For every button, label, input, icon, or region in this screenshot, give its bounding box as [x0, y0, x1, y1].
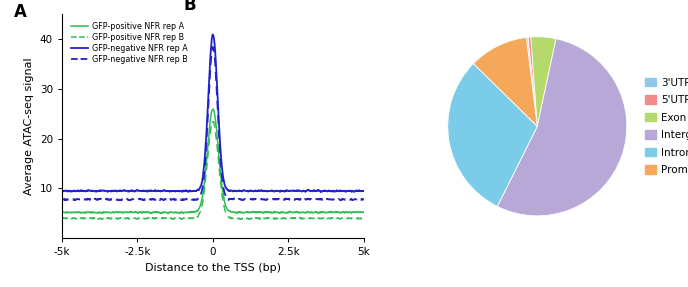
- Wedge shape: [497, 39, 627, 216]
- Wedge shape: [528, 37, 537, 126]
- Legend: GFP-positive NFR rep A, GFP-positive NFR rep B, GFP-negative NFR rep A, GFP-nega: GFP-positive NFR rep A, GFP-positive NFR…: [69, 21, 190, 66]
- Wedge shape: [448, 63, 537, 206]
- Wedge shape: [526, 37, 537, 126]
- Text: A: A: [14, 3, 26, 21]
- Y-axis label: Average ATAC-seq signal: Average ATAC-seq signal: [24, 57, 34, 195]
- Wedge shape: [473, 37, 537, 126]
- Legend: 3'UTR, 5'UTR, Exon, Intergenic, Intron, Promoter: 3'UTR, 5'UTR, Exon, Intergenic, Intron, …: [645, 77, 688, 175]
- Text: B: B: [184, 0, 196, 14]
- X-axis label: Distance to the TSS (bp): Distance to the TSS (bp): [145, 263, 281, 273]
- Wedge shape: [531, 37, 556, 126]
